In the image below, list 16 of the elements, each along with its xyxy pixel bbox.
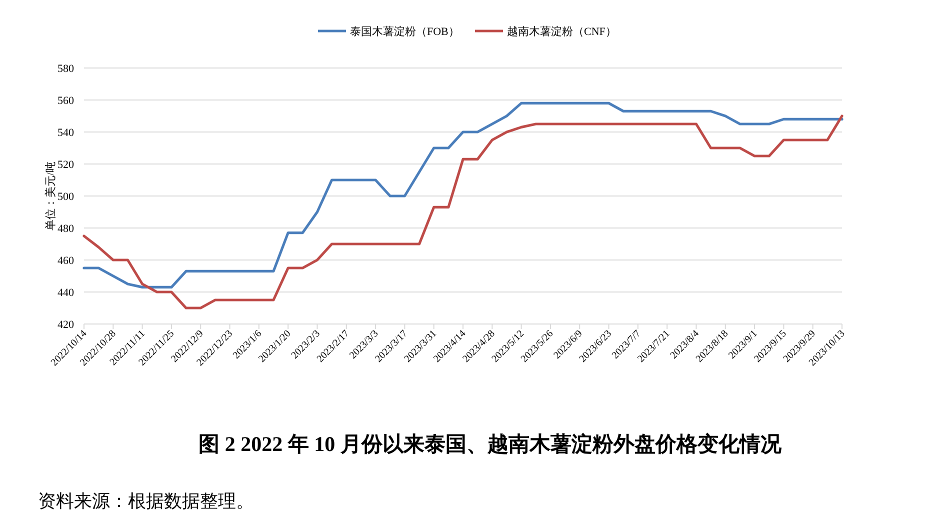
line-series bbox=[82, 114, 844, 310]
y-tick-label: 580 bbox=[58, 63, 74, 75]
y-tick-label: 480 bbox=[58, 223, 74, 235]
y-tick-label: 460 bbox=[58, 255, 74, 267]
line-series bbox=[82, 102, 844, 288]
y-tick-label: 440 bbox=[58, 287, 74, 299]
text: 图 2 2022 年 10 月份以来泰国、越南木薯淀粉外盘价格变化情况 bbox=[198, 432, 782, 456]
y-tick-label: 420 bbox=[58, 319, 74, 331]
y-axis-title: 单位：美元/吨 bbox=[44, 161, 57, 231]
y-tick-label: 540 bbox=[58, 127, 74, 139]
legend-label: 泰国木薯淀粉（FOB） bbox=[350, 25, 460, 38]
text: 资料来源：根据数据整理。 bbox=[38, 491, 254, 511]
y-tick-label: 500 bbox=[58, 191, 74, 203]
y-tick-label: 560 bbox=[58, 95, 74, 107]
legend-label: 越南木薯淀粉（CNF） bbox=[507, 25, 616, 38]
y-tick-label: 520 bbox=[58, 159, 74, 171]
